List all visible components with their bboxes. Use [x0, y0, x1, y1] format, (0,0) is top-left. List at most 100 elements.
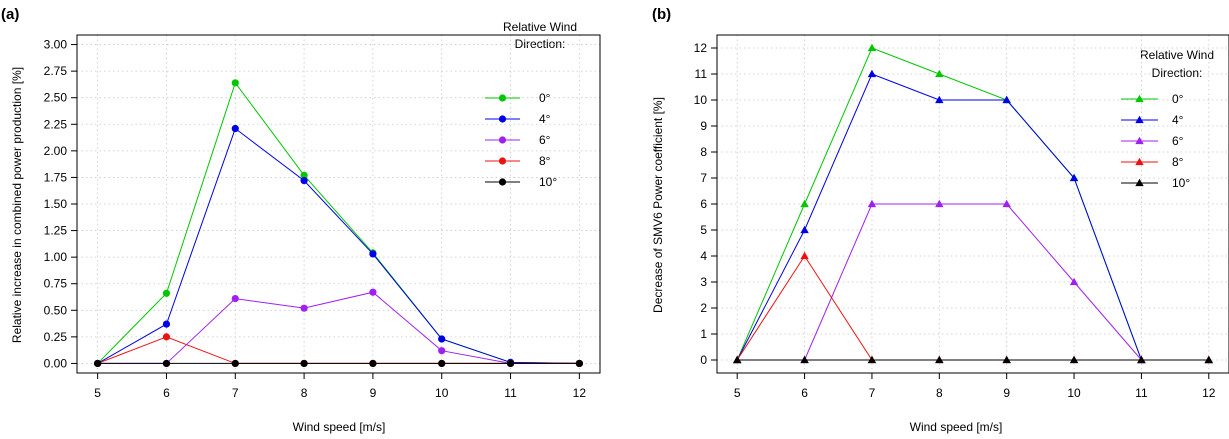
legend-marker: [1135, 136, 1144, 145]
data-point: [1002, 199, 1011, 208]
series-line: [736, 73, 1209, 361]
data-point: [1002, 355, 1011, 364]
data-point: [1137, 355, 1146, 364]
data-point: [1069, 355, 1079, 364]
data-point: [800, 199, 809, 208]
y-tick-label: 7: [700, 171, 707, 185]
data-point: [369, 288, 377, 296]
x-tick-label: 6: [163, 386, 170, 400]
data-point: [1069, 277, 1079, 286]
data-point: [733, 355, 742, 364]
y-tick-label: 1.00: [44, 250, 68, 264]
data-point: [162, 359, 171, 368]
data-point: [800, 225, 809, 234]
legend-label: 0°: [539, 91, 551, 105]
y-tick-label: 0.50: [44, 303, 68, 317]
data-point: [369, 250, 377, 258]
x-tick-label: 10: [435, 386, 449, 400]
y-tick-label: 3.00: [44, 38, 68, 52]
y-tick-label: 11: [695, 67, 708, 81]
data-point: [300, 359, 308, 368]
panel-b-legend-title-line1: Relative Wind: [1140, 48, 1214, 62]
y-tick-label: 4: [700, 249, 707, 263]
panel-a-legend-title-line2: Direction:: [515, 37, 566, 51]
data-point: [162, 320, 171, 328]
y-tick-label: 10: [694, 93, 708, 107]
data-point: [162, 289, 171, 297]
data-point: [438, 359, 446, 368]
y-tick-label: 9: [700, 119, 707, 133]
legend-marker: [1135, 178, 1144, 187]
y-tick-label: 0.75: [44, 277, 68, 291]
y-tick-label: 1: [700, 327, 707, 341]
panel-b-label: (b): [652, 6, 671, 23]
series-line: [97, 81, 580, 364]
y-tick-label: 1.25: [44, 224, 68, 238]
legend-marker: [1135, 115, 1144, 124]
y-tick-label: 2: [700, 301, 707, 315]
x-tick-label: 5: [94, 386, 101, 400]
data-point: [867, 355, 877, 364]
data-point: [300, 304, 308, 312]
panel-a-label: (a): [1, 6, 19, 23]
x-tick-label: 9: [1003, 386, 1010, 400]
legend-label: 4°: [1172, 113, 1184, 127]
legend: 0° 4° 6° 8° 10°: [485, 91, 557, 189]
data-point: [867, 199, 877, 208]
y-tick-label: 8: [700, 145, 707, 159]
data-point: [162, 333, 171, 341]
data-point: [935, 355, 944, 364]
x-tick-label: 8: [936, 386, 943, 400]
legend-marker: [1135, 94, 1144, 103]
data-point: [300, 171, 308, 179]
legend-marker: [498, 115, 507, 123]
panel-b-xlabel: Wind speed [m/s]: [910, 420, 1003, 434]
legend-label: 4°: [539, 112, 551, 126]
panel-a-ylabel: Relative increase in combined power prod…: [10, 67, 24, 343]
y-tick-label: 3: [700, 275, 707, 289]
panel-a: (a) Wind speed [m/s] Relative increase i…: [1, 6, 601, 434]
x-tick-label: 6: [801, 386, 808, 400]
legend-label: 0°: [1172, 92, 1184, 106]
legend-label: 10°: [539, 175, 557, 189]
series-line: [737, 203, 1209, 361]
series-line: [97, 336, 580, 364]
series-line: [97, 291, 580, 364]
x-tick-label: 12: [573, 386, 587, 400]
data-point: [438, 335, 446, 343]
panel-b-legend-title-line2: Direction:: [1152, 66, 1203, 80]
y-tick-label: 0: [700, 353, 707, 367]
legend-label: 6°: [539, 133, 551, 147]
data-point: [94, 359, 102, 368]
grid: [77, 35, 600, 373]
panel-b-ylabel: Decrease of SMV6 Power coefficient [%]: [651, 97, 665, 313]
data-point: [300, 177, 308, 185]
x-tick-label: 5: [734, 386, 741, 400]
legend-label: 8°: [1172, 155, 1184, 169]
y-tick-label: 1.75: [44, 170, 68, 184]
x-tick-label: 10: [1067, 386, 1081, 400]
y-tick-label: 12: [694, 41, 708, 55]
y-tick-label: 0.25: [44, 330, 68, 344]
y-tick-label: 0.00: [44, 356, 68, 370]
legend-label: 6°: [1172, 134, 1184, 148]
y-tick-label: 2.50: [44, 91, 68, 105]
y-tick-label: 2.25: [44, 117, 68, 131]
data-point: [935, 199, 944, 208]
data-point: [867, 43, 877, 52]
legend-marker: [498, 94, 507, 102]
x-tick-label: 7: [232, 386, 239, 400]
data-point: [438, 347, 446, 355]
x-tick-label: 12: [1202, 386, 1216, 400]
legend-marker: [498, 157, 507, 165]
legend-marker: [1135, 157, 1144, 166]
x-tick-label: 8: [301, 386, 308, 400]
y-tick-label: 6: [700, 197, 707, 211]
data-point: [800, 251, 809, 260]
data-point: [231, 79, 239, 87]
legend-label: 8°: [539, 154, 551, 168]
y-tick-label: 2.75: [44, 64, 68, 78]
legend-marker: [498, 136, 507, 144]
data-point: [575, 359, 583, 368]
